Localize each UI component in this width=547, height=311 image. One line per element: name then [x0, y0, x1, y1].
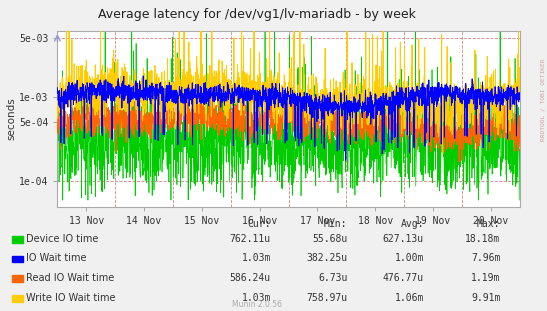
Text: 7.96m: 7.96m [471, 253, 501, 263]
Text: 1.06m: 1.06m [394, 293, 424, 303]
Text: Write IO Wait time: Write IO Wait time [26, 293, 116, 303]
Text: Average latency for /dev/vg1/lv-mariadb - by week: Average latency for /dev/vg1/lv-mariadb … [98, 8, 416, 21]
Text: Read IO Wait time: Read IO Wait time [26, 273, 114, 283]
Text: 6.73u: 6.73u [318, 273, 347, 283]
Text: 762.11u: 762.11u [230, 234, 271, 244]
Text: IO Wait time: IO Wait time [26, 253, 87, 263]
Text: Avg:: Avg: [400, 219, 424, 229]
Y-axis label: seconds: seconds [6, 98, 16, 140]
Text: 586.24u: 586.24u [230, 273, 271, 283]
Text: Munin 2.0.56: Munin 2.0.56 [232, 299, 282, 309]
Text: Device IO time: Device IO time [26, 234, 98, 244]
Text: 1.03m: 1.03m [241, 253, 271, 263]
Text: 758.97u: 758.97u [306, 293, 347, 303]
Text: 18.18m: 18.18m [465, 234, 501, 244]
Text: 55.68u: 55.68u [312, 234, 347, 244]
Text: RRDTOOL / TOBI OETIKER: RRDTOOL / TOBI OETIKER [541, 58, 546, 141]
Text: 476.77u: 476.77u [383, 273, 424, 283]
Text: 382.25u: 382.25u [306, 253, 347, 263]
Text: 1.19m: 1.19m [471, 273, 501, 283]
Text: 627.13u: 627.13u [383, 234, 424, 244]
Text: 1.03m: 1.03m [241, 293, 271, 303]
Text: 1.00m: 1.00m [394, 253, 424, 263]
Text: Min:: Min: [324, 219, 347, 229]
Text: Cur:: Cur: [247, 219, 271, 229]
Text: Max:: Max: [477, 219, 501, 229]
Text: 9.91m: 9.91m [471, 293, 501, 303]
